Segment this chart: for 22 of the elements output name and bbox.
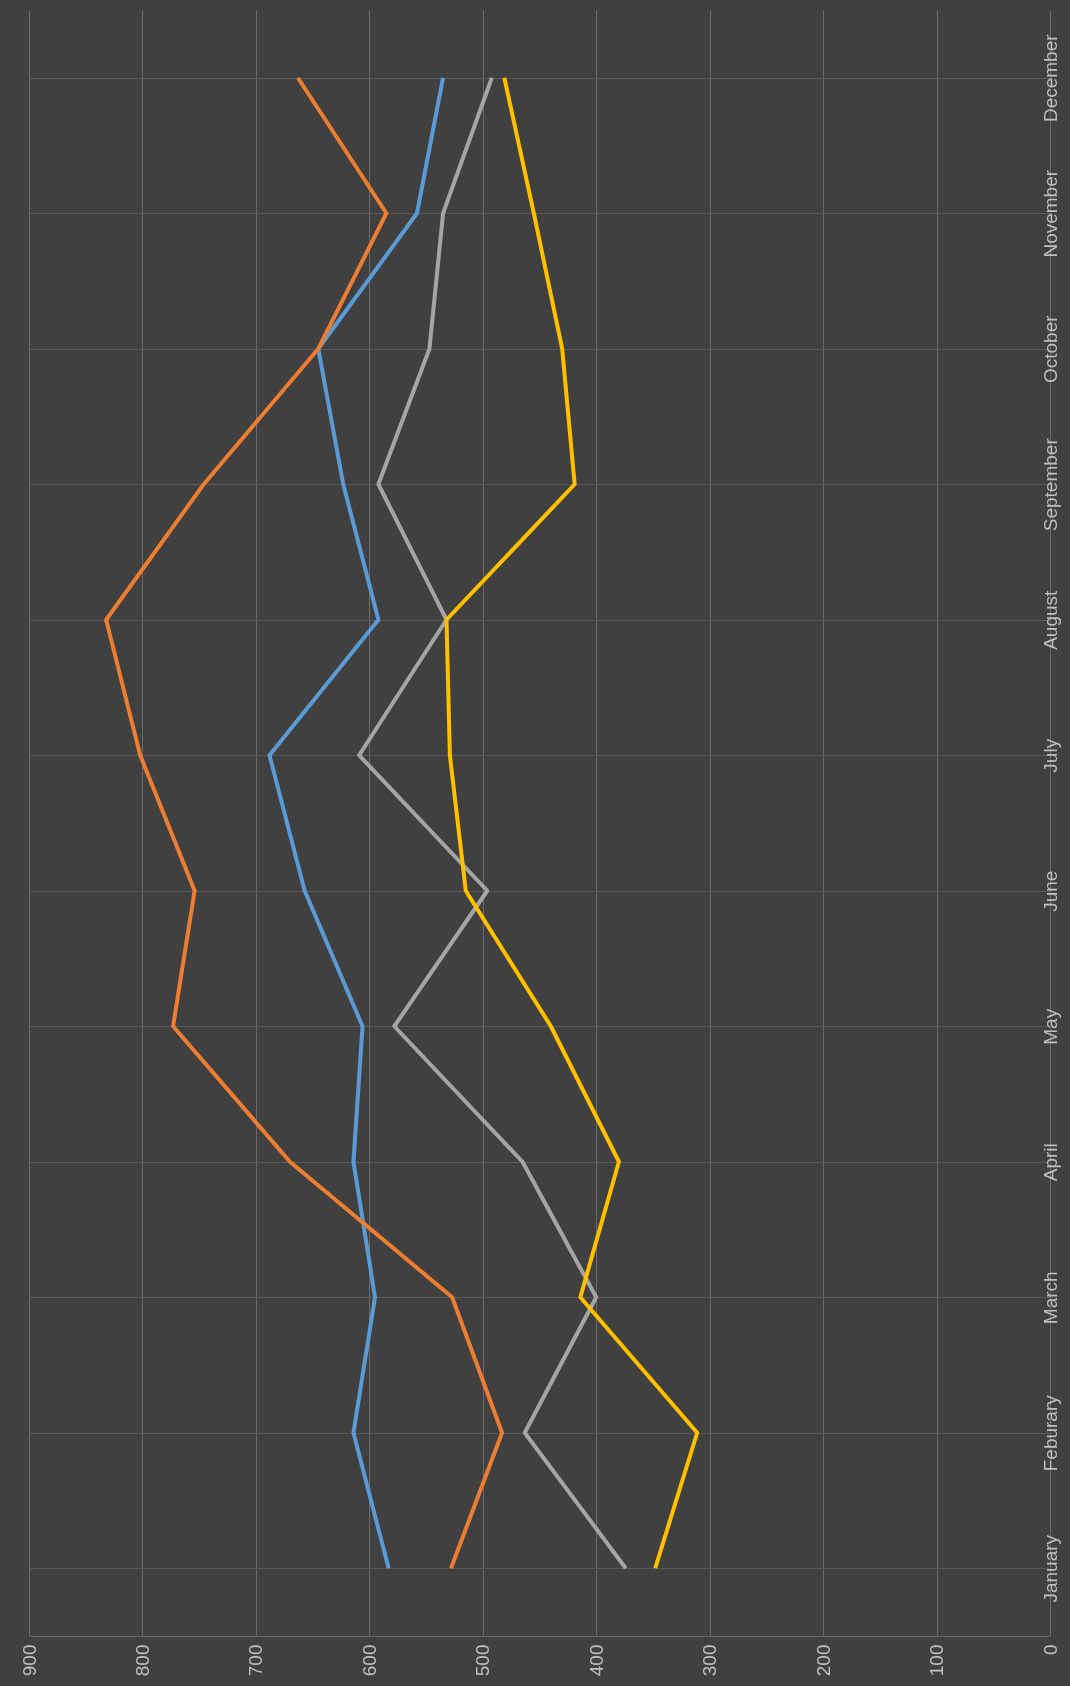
y-tick-label: September: [1039, 437, 1061, 532]
x-tick-label: 100: [926, 1644, 948, 1677]
y-tick-label: June: [1039, 870, 1061, 912]
x-tick-label: 400: [585, 1644, 607, 1677]
y-tick-label: November: [1039, 169, 1061, 258]
x-tick-label: 0: [1039, 1644, 1061, 1656]
x-tick-label: 900: [18, 1644, 40, 1677]
y-tick-label: October: [1039, 314, 1061, 384]
y-tick-label: January: [1039, 1534, 1061, 1603]
y-tick-label: July: [1039, 738, 1061, 773]
x-tick-label: 200: [812, 1644, 834, 1677]
y-tick-label: December: [1039, 33, 1061, 123]
y-tick-label: March: [1039, 1271, 1061, 1325]
y-tick-label: May: [1039, 1008, 1061, 1045]
y-tick-label: Feburary: [1039, 1394, 1061, 1472]
x-tick-label: 800: [131, 1644, 153, 1677]
x-tick-label: 700: [245, 1644, 267, 1677]
x-tick-label: 600: [358, 1644, 380, 1677]
y-tick-label: April: [1039, 1143, 1061, 1182]
y-tick-label: August: [1039, 589, 1061, 650]
x-tick-label: 500: [472, 1644, 494, 1677]
x-tick-label: 300: [699, 1644, 721, 1677]
